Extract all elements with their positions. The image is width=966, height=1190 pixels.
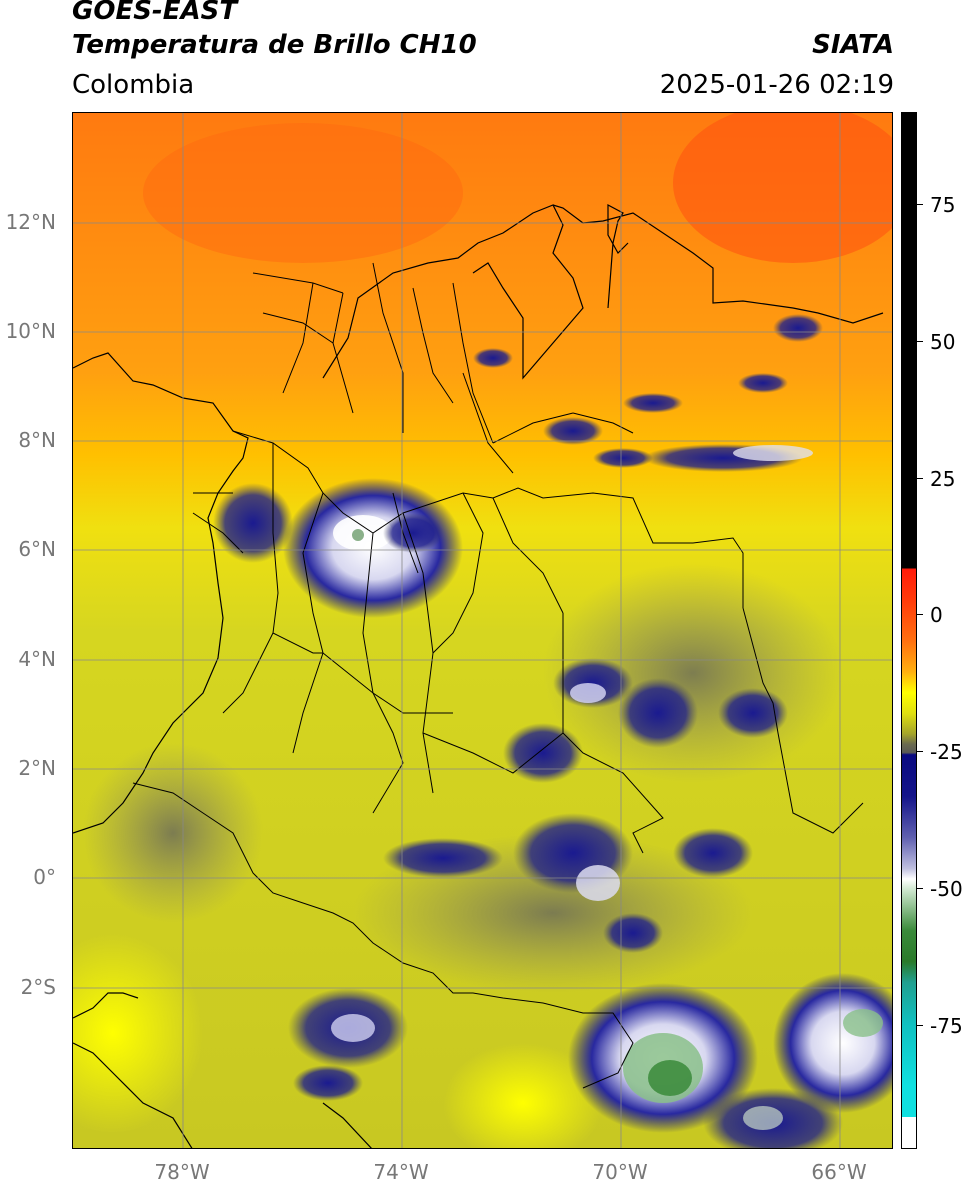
colorbar-tick-label: -75: [930, 1014, 963, 1038]
warm-area: [443, 1043, 603, 1148]
lon-label: 74°W: [373, 1160, 429, 1184]
storm-core: [576, 865, 620, 901]
cloud-area: [83, 743, 263, 923]
storm-cell: [618, 678, 698, 748]
colorbar-tick-mark: [917, 341, 923, 342]
lat-label: 6°N: [18, 537, 56, 561]
storm-cell: [213, 483, 293, 563]
storm-cell: [673, 828, 753, 878]
storm-core: [570, 683, 606, 703]
colorbar-tick-mark: [917, 751, 923, 752]
storm-cell: [503, 723, 583, 783]
colorbar-tick-mark: [917, 614, 923, 615]
storm-core-green: [352, 529, 364, 541]
colorbar-tick-label: -50: [930, 877, 963, 901]
colorbar-tick-mark: [917, 888, 923, 889]
lat-label: 10°N: [5, 319, 56, 343]
colorbar-tick-label: 75: [930, 193, 956, 217]
colorbar-tick-label: 25: [930, 467, 956, 491]
lon-label: 78°W: [154, 1160, 210, 1184]
lat-label: 0°: [33, 865, 56, 889]
map-canvas: [73, 113, 892, 1148]
storm-cell: [293, 1065, 363, 1101]
colorbar-tick-mark: [917, 478, 923, 479]
colorbar-tick-label: -25: [930, 740, 963, 764]
lat-label: 12°N: [5, 210, 56, 234]
colorbar-tick-label: 50: [930, 330, 956, 354]
lat-label: 2°S: [20, 975, 56, 999]
lon-label: 66°W: [811, 1160, 867, 1184]
lat-label: 2°N: [18, 756, 56, 780]
storm-cell: [383, 513, 443, 553]
warm-area: [73, 933, 203, 1133]
warm-area: [143, 123, 463, 263]
storm-core: [331, 1014, 375, 1042]
lat-label: 4°N: [18, 647, 56, 671]
admin-borders: [132, 262, 864, 1089]
storm-core-green: [648, 1060, 692, 1096]
lat-label: 8°N: [18, 428, 56, 452]
colorbar-tick-label: 0: [930, 603, 943, 627]
source-label: SIATA: [812, 30, 894, 60]
storm-cell: [383, 838, 503, 878]
storm-cell: [603, 913, 663, 953]
colorbar-tick-mark: [917, 204, 923, 205]
satellite-map[interactable]: [72, 112, 893, 1149]
warm-area: [673, 113, 892, 263]
storm-cell: [718, 688, 788, 738]
storm-core-green: [843, 1009, 883, 1037]
gridlines: [73, 113, 892, 1148]
product-title: Temperatura de Brillo CH10: [72, 30, 477, 60]
colorbar-tick-mark: [917, 1025, 923, 1026]
storm-cell: [773, 973, 892, 1113]
datetime-label: 2025-01-26 02:19: [659, 70, 894, 100]
lon-label: 70°W: [592, 1160, 648, 1184]
storm-core: [743, 1106, 783, 1130]
colorbar: [901, 112, 917, 1149]
cloud-band-north: [473, 314, 823, 472]
satellite-title: GOES-EAST: [72, 0, 238, 26]
region-label: Colombia: [72, 70, 195, 100]
